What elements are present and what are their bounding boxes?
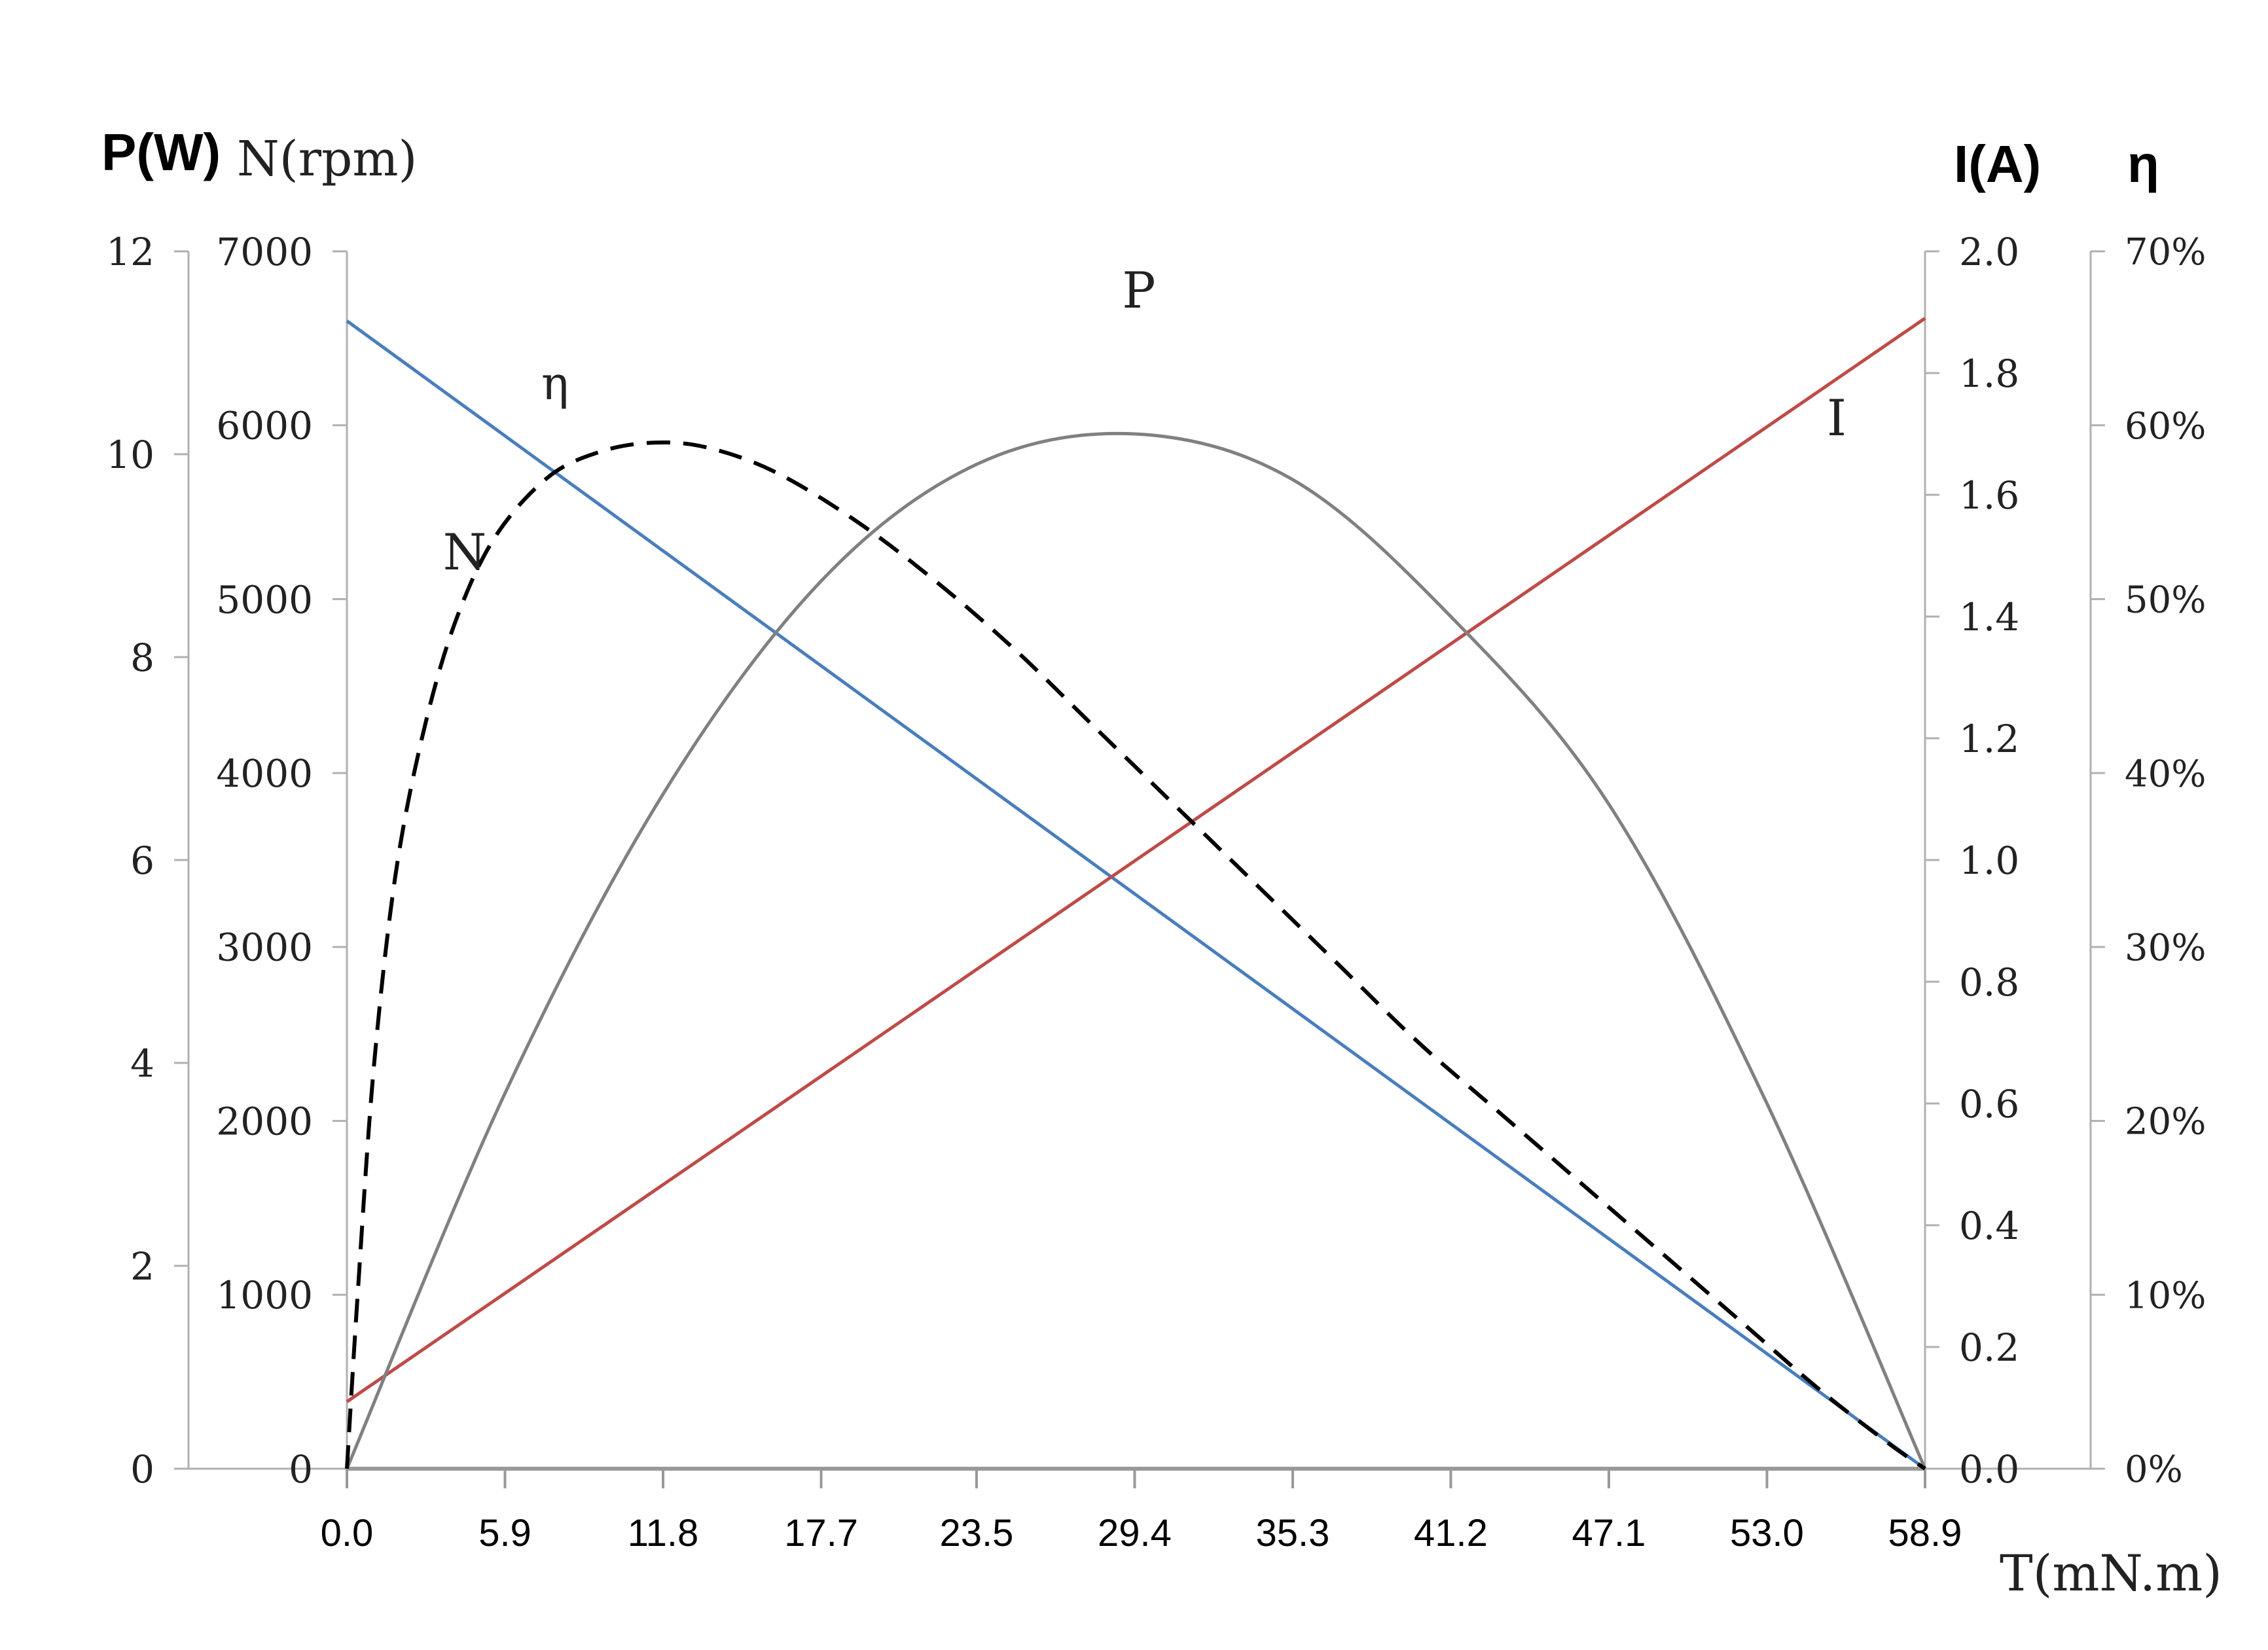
y-tick-label-P: 8 bbox=[130, 636, 154, 680]
y-tick-label-P: 12 bbox=[106, 230, 154, 274]
series-line-N bbox=[346, 319, 1926, 1471]
y-tick-label-eta: 40% bbox=[2125, 753, 2206, 795]
x-tick-label: 23.5 bbox=[939, 1512, 1013, 1554]
y-tick-label-I: 1.0 bbox=[1959, 838, 2019, 883]
y-tick-label-N: 1000 bbox=[216, 1273, 313, 1318]
axis-title-eta: η bbox=[2127, 135, 2159, 193]
y-tick-label-eta: 20% bbox=[2125, 1101, 2206, 1143]
series-line-P bbox=[345, 431, 1927, 1469]
y-tick-label-eta: 70% bbox=[2125, 231, 2206, 274]
y-tick-label-N: 5000 bbox=[216, 577, 313, 622]
curve-annotation-P: P bbox=[1122, 261, 1155, 319]
series-line-I bbox=[346, 317, 1926, 1403]
y-tick-label-eta: 50% bbox=[2125, 579, 2206, 622]
y-tick-label-N: 0 bbox=[289, 1447, 313, 1492]
x-tick-label: 47.1 bbox=[1572, 1512, 1646, 1554]
axis-title-P: P(W) bbox=[101, 123, 221, 181]
y-tick-label-P: 10 bbox=[106, 433, 154, 477]
y-tick-label-I: 0.4 bbox=[1959, 1204, 2019, 1248]
y-tick-label-P: 2 bbox=[130, 1244, 154, 1289]
x-tick-label: 58.9 bbox=[1888, 1512, 1962, 1554]
x-tick-label: 5.9 bbox=[478, 1512, 531, 1554]
y-tick-label-eta: 10% bbox=[2125, 1274, 2206, 1317]
y-tick-label-N: 2000 bbox=[216, 1099, 313, 1143]
series-line-eta bbox=[345, 440, 1926, 1471]
y-tick-label-I: 1.2 bbox=[1959, 717, 2019, 761]
axes-layer bbox=[174, 250, 2105, 1488]
y-tick-label-I: 0.8 bbox=[1959, 960, 2019, 1005]
y-tick-label-P: 6 bbox=[130, 838, 154, 883]
y-tick-label-P: 0 bbox=[130, 1447, 154, 1492]
y-tick-label-I: 1.4 bbox=[1959, 595, 2019, 639]
y-tick-label-I: 1.6 bbox=[1959, 473, 2019, 518]
x-tick-label: 53.0 bbox=[1730, 1512, 1804, 1554]
y-tick-label-eta: 30% bbox=[2125, 927, 2206, 969]
y-tick-label-I: 0.2 bbox=[1959, 1325, 2019, 1370]
curve-annotation-eta: η bbox=[541, 357, 569, 410]
y-tick-label-N: 7000 bbox=[216, 230, 313, 274]
x-tick-label: 17.7 bbox=[784, 1512, 858, 1554]
x-tick-label: 11.8 bbox=[628, 1512, 699, 1554]
y-tick-label-N: 4000 bbox=[216, 751, 313, 796]
y-tick-label-eta: 0% bbox=[2125, 1448, 2183, 1491]
axis-title-N: N(rpm) bbox=[237, 131, 417, 187]
x-tick-label: 41.2 bbox=[1414, 1512, 1488, 1554]
y-tick-label-I: 0.0 bbox=[1959, 1447, 2019, 1492]
x-axis-title: T(mN.m) bbox=[2000, 1544, 2222, 1602]
x-tick-label: 0.0 bbox=[321, 1512, 374, 1554]
y-tick-label-I: 0.6 bbox=[1959, 1082, 2019, 1126]
labels-layer: 0.0 5.9 11.8 17.7 23.5 29.4 35.3 41.2 47.1 53.0 58… bbox=[101, 123, 2222, 1602]
y-tick-label-N: 6000 bbox=[216, 404, 313, 448]
y-tick-label-N: 3000 bbox=[216, 925, 313, 970]
y-tick-label-eta: 60% bbox=[2125, 405, 2206, 448]
curve-annotation-N: N bbox=[443, 523, 487, 581]
series-layer bbox=[345, 317, 1927, 1471]
x-tick-label: 29.4 bbox=[1098, 1512, 1172, 1554]
y-tick-label-I: 1.8 bbox=[1959, 351, 2019, 396]
x-tick-label: 35.3 bbox=[1256, 1512, 1330, 1554]
y-tick-label-I: 2.0 bbox=[1959, 230, 2019, 274]
axis-title-I: I(A) bbox=[1954, 135, 2041, 193]
curve-annotation-I: I bbox=[1827, 389, 1846, 447]
y-tick-label-P: 4 bbox=[130, 1041, 154, 1086]
